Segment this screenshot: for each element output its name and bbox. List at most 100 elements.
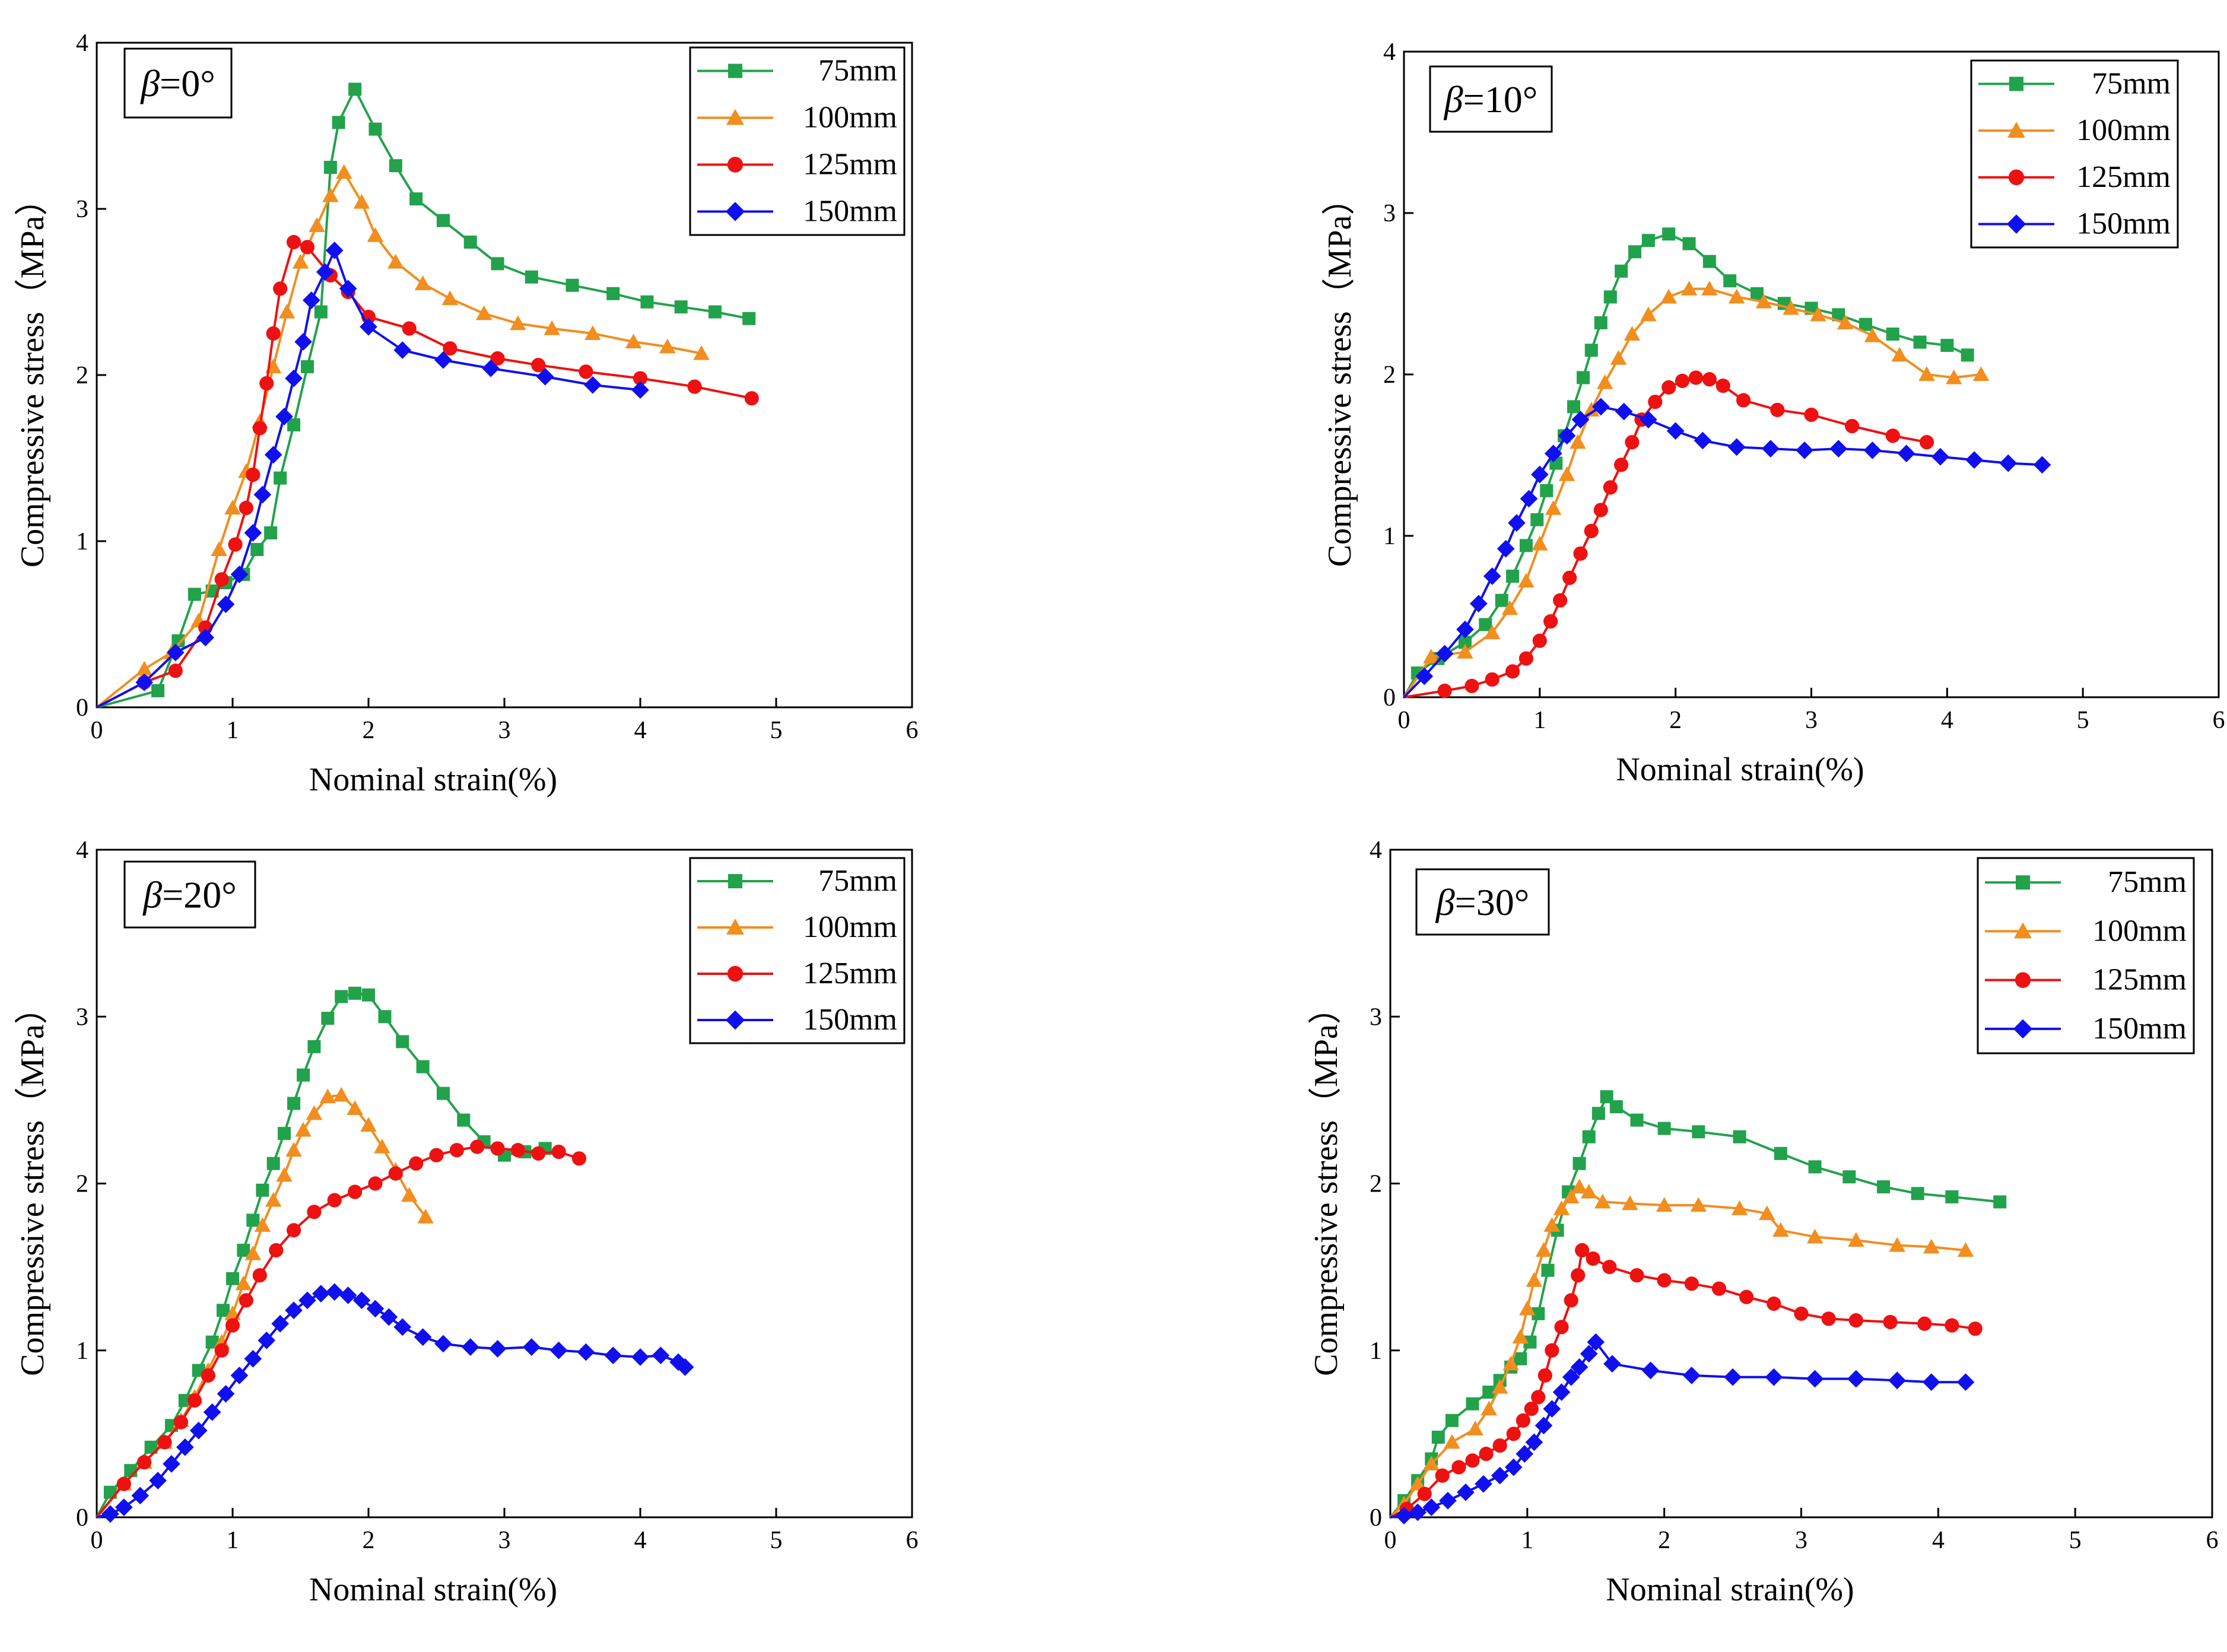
data-point — [531, 358, 546, 373]
data-point — [250, 543, 264, 556]
data-point — [1690, 1197, 1707, 1212]
data-point — [1656, 1197, 1673, 1212]
y-tick-label: 0 — [76, 694, 88, 722]
y-axis-label: Compressive stress（MPa） — [14, 183, 51, 568]
data-point — [144, 1440, 158, 1454]
data-point — [348, 986, 362, 1000]
data-point — [360, 1117, 377, 1132]
legend: 75mm 100mm 125mm 150mm — [1970, 59, 2179, 249]
data-point — [1847, 1370, 1865, 1388]
x-tick-label: 2 — [363, 717, 375, 744]
data-point — [201, 1368, 215, 1383]
data-point — [1723, 274, 1737, 288]
data-point — [1889, 1237, 1905, 1252]
data-point — [325, 1283, 344, 1301]
data-point — [368, 122, 382, 136]
data-point — [584, 325, 601, 340]
data-point — [1648, 395, 1663, 409]
data-point — [625, 333, 642, 348]
data-point — [225, 1318, 240, 1333]
data-point — [659, 338, 676, 354]
y-tick-label: 1 — [1370, 1338, 1382, 1365]
data-point — [1543, 1400, 1561, 1418]
x-tick-label: 5 — [2069, 1527, 2082, 1554]
data-point — [1883, 1314, 1898, 1330]
data-point — [389, 159, 402, 173]
data-point — [409, 192, 423, 206]
data-point — [640, 295, 654, 309]
data-point — [1724, 1368, 1742, 1386]
x-tick-label: 2 — [363, 1527, 375, 1554]
data-point — [1759, 1205, 1775, 1221]
data-point — [549, 1341, 568, 1359]
series-75mm — [1403, 227, 1974, 698]
data-point — [1495, 593, 1508, 607]
data-point — [266, 1157, 280, 1170]
data-point — [1600, 1090, 1613, 1104]
data-point — [1845, 418, 1860, 434]
data-point — [224, 500, 241, 514]
legend-marker — [2015, 972, 2031, 988]
data-point — [319, 1088, 336, 1104]
data-point — [1562, 570, 1577, 585]
data-point — [449, 1143, 464, 1158]
legend-box — [1970, 59, 2179, 249]
data-point — [1584, 523, 1599, 538]
data-point — [1583, 402, 1600, 417]
x-tick-label: 4 — [1941, 707, 1953, 734]
data-point — [1423, 1456, 1440, 1470]
data-point — [135, 673, 153, 691]
data-point — [239, 1293, 253, 1308]
data-point — [173, 1415, 189, 1429]
data-point — [287, 418, 301, 431]
data-point — [409, 1156, 424, 1171]
data-point — [1457, 644, 1473, 659]
series-100mm — [1389, 1178, 1974, 1518]
data-point — [1972, 366, 1990, 381]
chart-panel-3: 0 1 2 3 4 5 6 0 1 2 3 4 Nominal strain(%) Compressive… — [14, 837, 919, 1608]
data-point — [1806, 1370, 1824, 1388]
data-point — [1519, 539, 1533, 552]
data-point — [652, 1346, 670, 1365]
data-point — [1877, 1180, 1890, 1194]
data-point — [1625, 435, 1640, 450]
data-point — [742, 312, 756, 325]
data-point — [604, 1346, 622, 1365]
x-tick-label: 3 — [1795, 1527, 1807, 1554]
data-point — [1562, 1189, 1580, 1203]
data-point — [348, 82, 362, 96]
data-point — [228, 537, 243, 552]
data-point — [1516, 1413, 1531, 1428]
data-point — [285, 1301, 303, 1320]
data-point — [1918, 366, 1935, 381]
data-point — [1641, 1361, 1660, 1380]
y-tick-label: 2 — [76, 362, 88, 389]
data-point — [631, 1348, 649, 1366]
data-point — [1641, 234, 1655, 247]
data-point — [436, 214, 450, 227]
data-point — [230, 1367, 249, 1384]
x-tick-label: 1 — [1533, 707, 1546, 734]
data-point — [1640, 411, 1657, 429]
data-point — [1470, 595, 1488, 613]
panel-label: β=30° — [1435, 881, 1530, 923]
data-point — [463, 236, 477, 249]
data-point — [368, 1176, 383, 1191]
data-point — [1965, 451, 1983, 469]
data-point — [1395, 1507, 1413, 1525]
data-point — [1502, 1355, 1519, 1371]
data-point — [362, 988, 375, 1002]
data-point — [1609, 1100, 1623, 1114]
panel-label-symbol: β — [1435, 881, 1455, 923]
data-point — [1575, 1243, 1590, 1258]
data-point — [1571, 1268, 1586, 1283]
legend-entry: 100mm — [803, 910, 897, 944]
legend-entry: 125mm — [803, 148, 897, 182]
data-point — [1956, 1373, 1975, 1392]
data-point — [189, 1421, 208, 1440]
legend-marker — [2007, 122, 2025, 138]
series-line — [1403, 287, 1981, 698]
data-point — [1491, 1466, 1509, 1485]
x-tick-label: 4 — [634, 1527, 647, 1554]
legend-marker — [2008, 169, 2025, 186]
